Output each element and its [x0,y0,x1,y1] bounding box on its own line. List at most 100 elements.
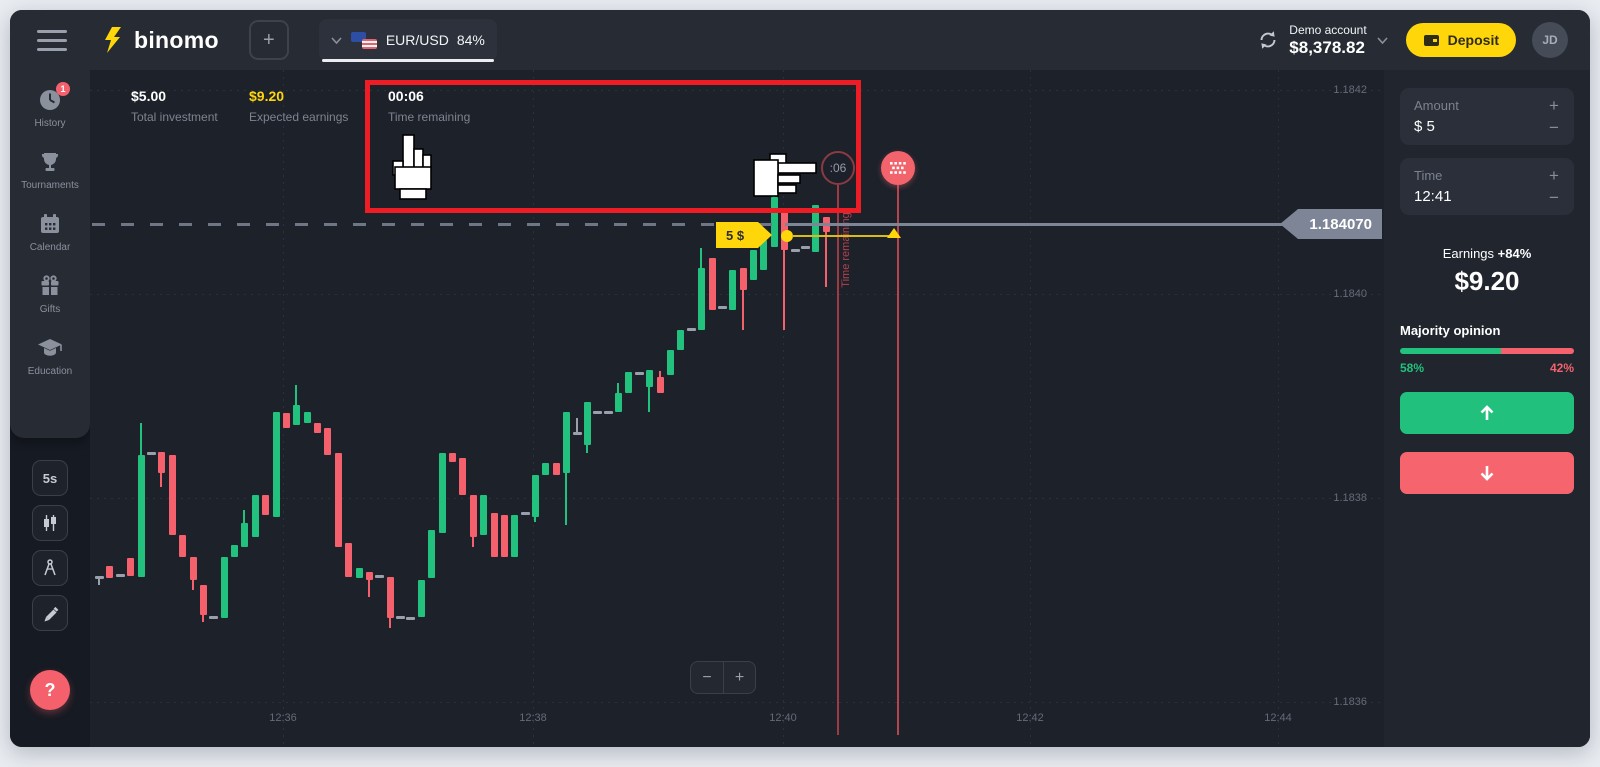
highlight-rectangle [365,80,861,213]
sidebar-item-label: Calendar [29,242,71,253]
sidebar-item-label: History [34,118,66,129]
wallet-icon [1423,34,1439,46]
majority-bar-up [1400,348,1501,354]
total-investment-stat: $5.00 Total investment [131,88,218,124]
current-price-line-solid [785,223,1382,226]
drawing-button[interactable] [32,595,68,631]
refresh-icon[interactable] [1257,29,1279,51]
chart-type-button[interactable] [32,505,68,541]
earnings-percent: +84% [1497,246,1532,261]
stat-label: Total investment [131,110,218,124]
sidebar-item-label: Gifts [39,304,61,315]
asset-name: EUR/USD [385,32,449,48]
time-axis-tick: 12:40 [769,712,797,724]
indicators-button[interactable] [32,550,68,586]
stat-value: 00:06 [388,88,424,104]
earnings-label: Earnings [1442,246,1495,261]
logo-lightning-icon [105,26,121,53]
candlestick-icon [44,515,56,531]
close-trade-button[interactable] [881,151,915,185]
asset-tab[interactable]: EUR/USD 84% [318,19,497,62]
sidebar-item-history[interactable]: 1 History [10,82,90,148]
current-price-line-dashed [92,223,785,226]
gift-icon [41,275,59,295]
earnings-value: $9.20 [1454,266,1520,296]
arrow-down-icon [1480,466,1494,481]
brand-name: binomo [134,26,219,53]
account-switcher[interactable]: Demo account $8,378.82 [1279,22,1388,58]
amount-value: $ 5 [1414,118,1435,135]
countdown-circle: :06 [821,151,855,185]
sidebar-item-gifts[interactable]: Gifts [10,272,90,334]
price-axis-tick: 1.1836 [1333,696,1367,708]
sidebar-nav: 1 History Tournaments [10,70,90,438]
time-increase-button[interactable]: + [1549,166,1559,185]
top-bar: binomo + EUR/USD 84% Demo accoun [10,10,1590,70]
time-remaining-stat: 00:06 Time remaining [388,88,470,124]
compass-icon [44,559,56,576]
pointing-hand-cursor-icon [753,153,817,197]
time-axis-tick: 12:36 [269,712,297,724]
call-up-button[interactable] [1400,392,1574,434]
majority-bar [1400,348,1574,354]
time-axis-tick: 12:44 [1264,712,1292,724]
main-area: 1 History Tournaments [10,70,1590,747]
help-button[interactable]: ? [30,670,70,710]
menu-icon[interactable] [37,29,67,51]
stat-label: Expected earnings [249,110,349,124]
asset-payout: 84% [456,32,485,48]
put-down-button[interactable] [1400,452,1574,494]
time-axis-tick: 12:42 [1016,712,1044,724]
sidebar-item-education[interactable]: Education [10,334,90,396]
trade-entry-dot [781,230,793,242]
calendar-icon [41,214,59,233]
time-field[interactable]: Time 12:41 + − [1400,158,1574,215]
chart-zoom-control: − + [690,661,756,694]
account-type: Demo account [1289,22,1367,37]
sidebar-item-tournaments[interactable]: Tournaments [10,148,90,210]
trade-expiry-marker [887,228,901,238]
current-price-label: 1.184070 [1280,209,1382,239]
majority-label: Majority opinion [1400,323,1501,338]
account-balance: $8,378.82 [1289,37,1365,57]
trade-duration-line [792,235,892,237]
expected-earnings-stat: $9.20 Expected earnings [249,88,348,124]
sidebar-item-calendar[interactable]: Calendar [10,210,90,272]
majority-down-percent: 42% [1549,361,1574,375]
avatar[interactable]: JD [1532,22,1568,58]
header-right: Demo account $8,378.82 Deposit JD [1257,22,1590,58]
active-tab-underline [321,59,494,62]
timeframe-button[interactable]: 5s [32,460,68,496]
expiry-line [897,185,899,735]
dotted-x-icon [890,162,906,174]
zoom-in-button[interactable]: + [723,661,756,694]
price-axis-tick: 1.1842 [1333,84,1367,96]
majority-bar-down [1500,348,1574,354]
time-label: Time [1414,168,1443,183]
hand-cursor-icon [392,134,432,200]
price-axis-tick: 1.1838 [1333,492,1367,504]
add-asset-button[interactable]: + [248,20,289,60]
trade-panel: Amount $ 5 + − Time 12:41 + − Earnings +… [1384,70,1590,747]
chart-area[interactable]: 1.1842 1.1840 1.1838 1.1836 12:36 12:38 12:40 1… [90,70,1384,747]
deposit-button[interactable]: Deposit [1405,23,1516,57]
time-decrease-button[interactable]: − [1549,188,1559,207]
zoom-out-button[interactable]: − [690,661,723,694]
amount-field[interactable]: Amount $ 5 + − [1400,88,1574,145]
amount-label: Amount [1414,98,1459,113]
countdown-line [837,185,839,735]
earnings-block: Earnings +84% $9.20 [1384,246,1590,297]
binomo-app: binomo + EUR/USD 84% Demo accoun [10,10,1590,747]
currency-pair-flag-icon [350,31,377,49]
amount-increase-button[interactable]: + [1549,96,1559,115]
stat-value: $5.00 [131,88,167,104]
chevron-down-icon [1377,36,1388,44]
stat-label: Time remaining [388,110,471,124]
stat-value: $9.20 [249,88,285,104]
price-axis-tick: 1.1840 [1333,288,1367,300]
majority-opinion: Majority opinion 58% 42% [1400,323,1574,375]
history-badge: 1 [56,82,70,96]
education-cap-icon [38,339,62,356]
amount-decrease-button[interactable]: − [1549,118,1559,137]
